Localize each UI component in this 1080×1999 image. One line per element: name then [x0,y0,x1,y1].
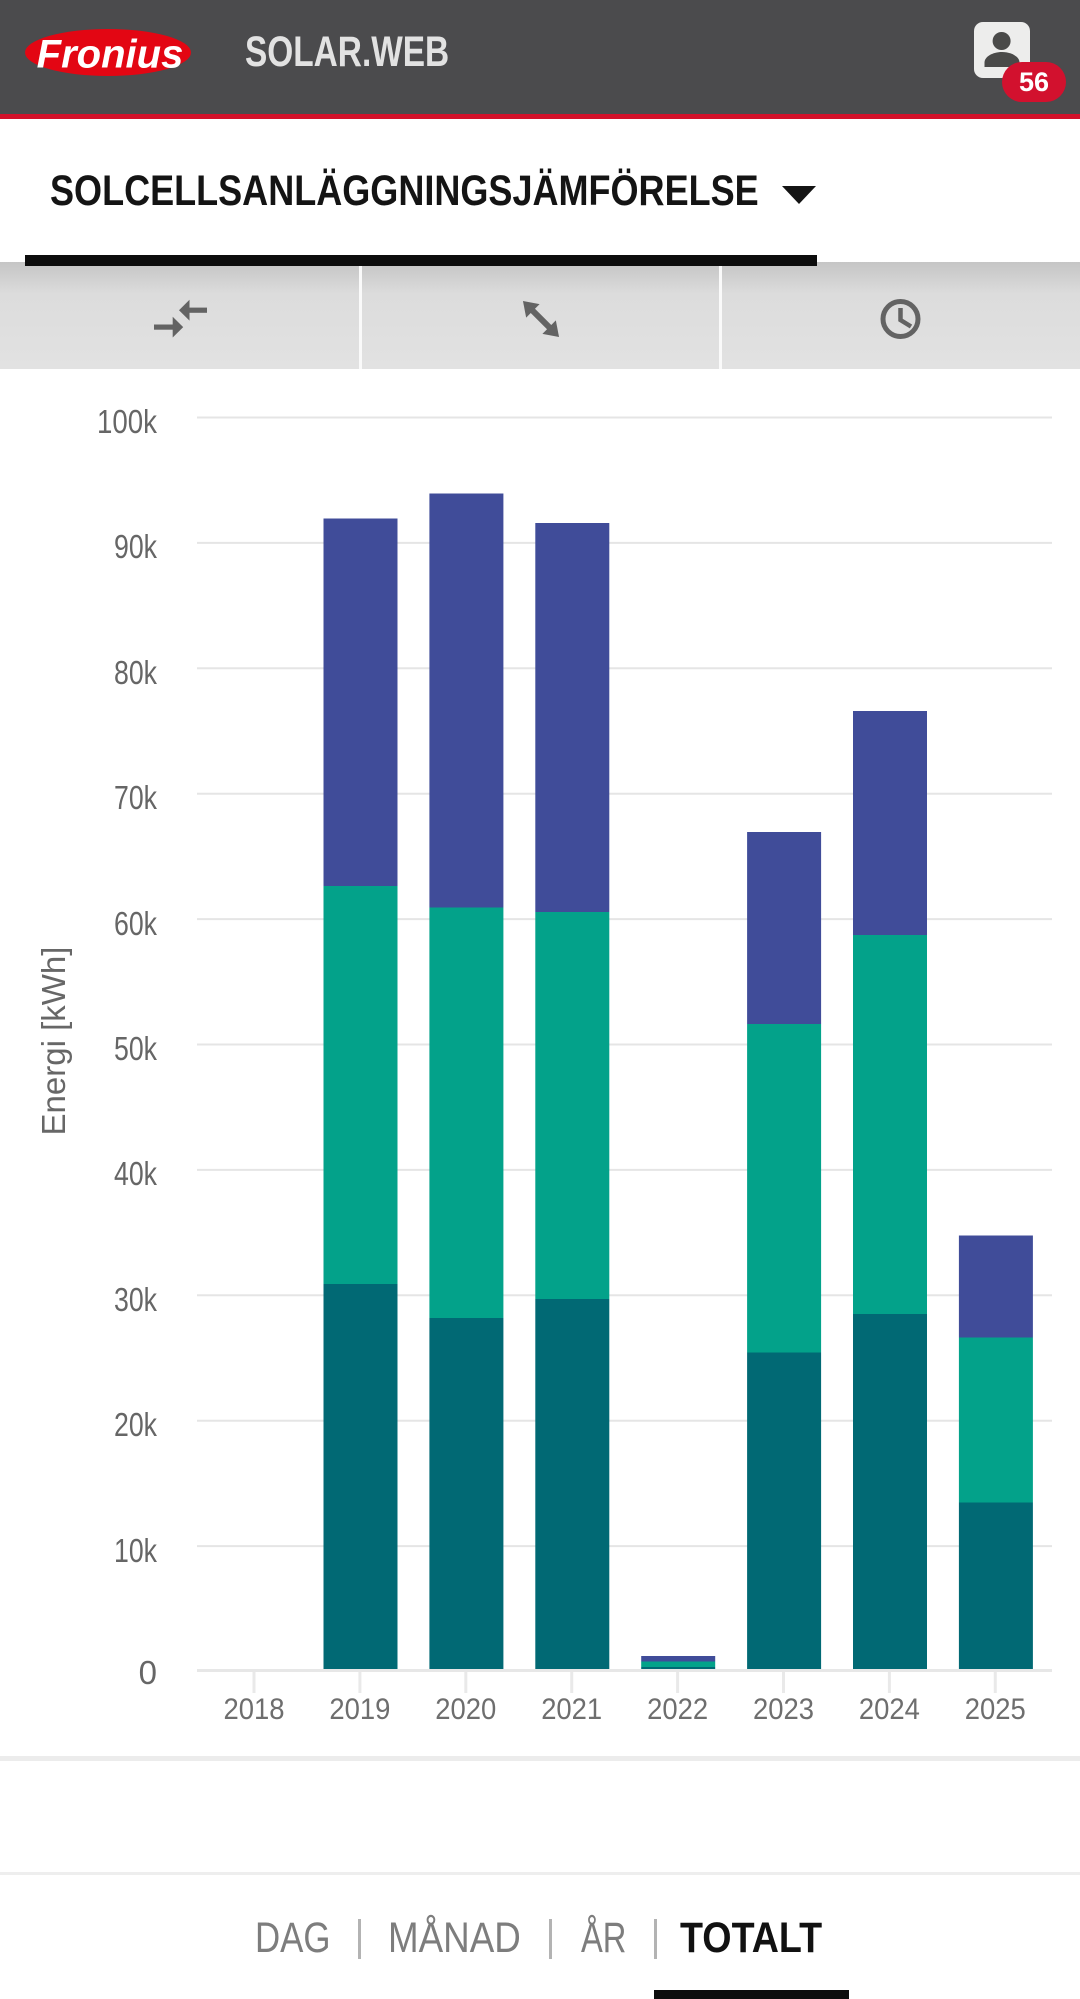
svg-text:Energi [kWh]: Energi [kWh] [35,947,72,1136]
svg-text:60k: 60k [114,905,157,942]
svg-text:0: 0 [139,1654,157,1691]
svg-text:2024: 2024 [859,1693,920,1726]
svg-text:30k: 30k [114,1281,157,1318]
svg-text:2020: 2020 [435,1693,496,1726]
svg-text:80k: 80k [114,654,157,691]
svg-text:2025: 2025 [965,1693,1026,1726]
svg-text:2021: 2021 [541,1693,602,1726]
svg-text:2018: 2018 [224,1693,285,1726]
svg-text:2019: 2019 [329,1693,390,1726]
svg-text:90k: 90k [114,528,157,565]
svg-text:100k: 100k [97,403,157,440]
svg-text:50k: 50k [114,1030,157,1067]
svg-text:20k: 20k [114,1406,157,1443]
svg-text:70k: 70k [114,779,157,816]
svg-text:40k: 40k [114,1155,157,1192]
svg-text:Fronius: Fronius [37,33,184,77]
svg-text:2023: 2023 [753,1693,814,1726]
svg-text:56: 56 [1019,67,1049,97]
svg-text:10k: 10k [114,1532,157,1569]
svg-text:2022: 2022 [647,1693,708,1726]
